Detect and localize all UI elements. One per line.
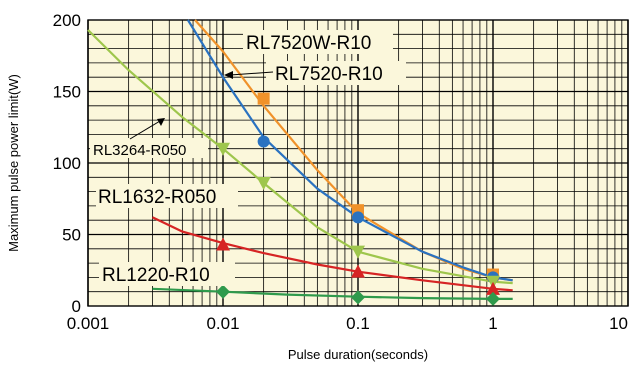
label-bg-rl1220-r10 — [99, 262, 235, 286]
data-point-rl1632-r050 — [216, 237, 230, 251]
series-label-rl7520w-r10: RL7520W-R10 — [246, 33, 371, 54]
series-line-rl1632-r050 — [151, 216, 513, 292]
series-label-rl1632-r050: RL1632-R050 — [98, 187, 216, 208]
label-bg-rl7520-r10 — [266, 61, 406, 85]
y-tick-label: 100 — [53, 154, 81, 173]
data-point-rl1220-r10 — [486, 291, 500, 306]
x-axis-title: Pulse duration(seconds) — [288, 347, 428, 362]
leader-rl3264-r050 — [129, 120, 161, 140]
data-point-rl7520-r10 — [257, 135, 270, 148]
x-tick-label: 1 — [488, 314, 497, 333]
y-tick-label: 0 — [72, 297, 81, 316]
x-tick-label: 0.001 — [67, 314, 110, 333]
series-label-rl3264-r050: RL3264-R050 — [93, 142, 186, 159]
data-point-rl1220-r10 — [216, 284, 230, 299]
series-markers — [216, 92, 500, 306]
data-point-rl1632-r050 — [486, 281, 500, 295]
plot-frame — [87, 19, 629, 307]
y-tick-label: 200 — [53, 11, 81, 30]
leader-rl7520-r10 — [229, 71, 274, 76]
x-tick-label: 0.01 — [206, 314, 239, 333]
series-line-rl3264-r050 — [87, 29, 513, 285]
y-axis-title: Maximum pulse power limit(W) — [6, 74, 21, 252]
series-label-rl7520-r10: RL7520-R10 — [275, 64, 383, 85]
data-point-rl1220-r10 — [351, 290, 365, 305]
y-tick-label: 150 — [53, 83, 81, 102]
data-point-rl3264-r050 — [256, 177, 271, 191]
x-tick-label: 10 — [609, 314, 628, 333]
leader-arrow-rl7520-r10 — [224, 71, 233, 79]
label-bg-rl3264-r050 — [90, 138, 208, 158]
series-label-rl1220-r10: RL1220-R10 — [102, 265, 210, 286]
series-labels: RL7520W-R10 RL7520-R10 RL3264-R050 RL163… — [90, 30, 406, 286]
y-tick-label: 50 — [62, 226, 81, 245]
leader-arrow-rl3264-r050 — [157, 118, 165, 126]
data-point-rl1632-r050 — [351, 264, 365, 278]
label-bg-rl7520w-r10 — [243, 30, 393, 54]
data-point-rl7520-r10 — [352, 211, 364, 224]
label-bg-rl1632-r050 — [96, 184, 238, 208]
x-tick-label: 0.1 — [346, 314, 370, 333]
data-point-rl3264-r050 — [216, 142, 230, 156]
data-point-rl3264-r050 — [351, 245, 365, 259]
data-point-rl7520w-r10 — [257, 92, 270, 105]
